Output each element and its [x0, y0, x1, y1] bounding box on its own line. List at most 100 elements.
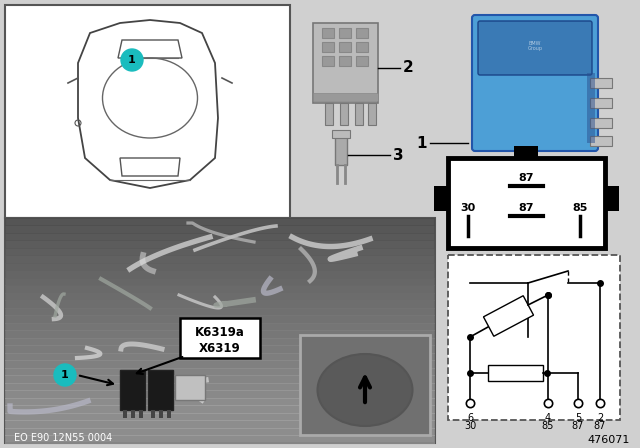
- Bar: [123, 410, 127, 418]
- Bar: [5, 405, 435, 414]
- Text: 1: 1: [417, 135, 427, 151]
- Bar: [180, 318, 260, 358]
- Text: 87: 87: [594, 421, 606, 431]
- Polygon shape: [78, 20, 218, 188]
- Text: 2: 2: [597, 413, 603, 423]
- Bar: [339, 42, 351, 52]
- Bar: [332, 130, 350, 138]
- Text: BMW
Group: BMW Group: [527, 41, 543, 52]
- Bar: [587, 73, 595, 143]
- Bar: [5, 263, 435, 271]
- Bar: [5, 301, 435, 309]
- Bar: [339, 56, 351, 66]
- Bar: [5, 255, 435, 264]
- Text: 1: 1: [128, 55, 136, 65]
- Bar: [5, 225, 435, 234]
- Text: 85: 85: [542, 421, 554, 431]
- Bar: [325, 103, 333, 125]
- Bar: [488, 365, 543, 381]
- Bar: [167, 410, 171, 418]
- Bar: [322, 42, 334, 52]
- Bar: [483, 296, 534, 336]
- Text: 87: 87: [518, 203, 534, 213]
- Bar: [434, 186, 448, 211]
- FancyBboxPatch shape: [472, 15, 598, 151]
- Bar: [5, 271, 435, 279]
- Bar: [5, 383, 435, 392]
- Bar: [590, 78, 612, 88]
- Bar: [5, 421, 435, 429]
- Bar: [5, 368, 435, 376]
- Bar: [5, 413, 435, 422]
- Bar: [368, 103, 376, 125]
- Bar: [5, 218, 435, 443]
- Bar: [335, 135, 347, 165]
- Bar: [120, 370, 145, 410]
- Bar: [356, 28, 368, 38]
- Bar: [590, 98, 612, 108]
- Bar: [148, 370, 173, 410]
- FancyBboxPatch shape: [478, 21, 592, 75]
- Text: 3: 3: [393, 147, 404, 163]
- Bar: [5, 5, 290, 218]
- Text: EO E90 12N55 0004: EO E90 12N55 0004: [14, 433, 112, 443]
- Bar: [300, 335, 430, 435]
- Bar: [5, 361, 435, 369]
- Bar: [590, 118, 612, 128]
- Bar: [139, 410, 143, 418]
- Text: 2: 2: [403, 60, 413, 76]
- Polygon shape: [120, 158, 180, 176]
- Polygon shape: [118, 40, 182, 58]
- Text: K6319a: K6319a: [195, 326, 245, 339]
- Bar: [131, 410, 135, 418]
- Bar: [356, 42, 368, 52]
- Bar: [5, 331, 435, 339]
- Bar: [5, 293, 435, 302]
- Text: 476071: 476071: [588, 435, 630, 445]
- Bar: [5, 338, 435, 346]
- Bar: [313, 93, 378, 101]
- Bar: [159, 410, 163, 418]
- Bar: [5, 218, 435, 227]
- Bar: [355, 103, 363, 125]
- Bar: [339, 28, 351, 38]
- Text: 87: 87: [572, 421, 584, 431]
- Text: X6319: X6319: [199, 341, 241, 354]
- Bar: [322, 56, 334, 66]
- Text: 87: 87: [518, 173, 534, 183]
- Bar: [5, 353, 435, 362]
- Text: 5: 5: [575, 413, 581, 423]
- Bar: [5, 241, 435, 249]
- Circle shape: [121, 49, 143, 71]
- Circle shape: [54, 364, 76, 386]
- Bar: [5, 391, 435, 399]
- Bar: [5, 323, 435, 332]
- Text: 6: 6: [467, 413, 473, 423]
- Bar: [151, 410, 155, 418]
- Bar: [448, 158, 605, 248]
- Bar: [5, 398, 435, 406]
- Bar: [5, 435, 435, 444]
- Text: 30: 30: [460, 203, 476, 213]
- Bar: [514, 146, 538, 158]
- Text: 4: 4: [545, 413, 551, 423]
- Bar: [5, 248, 435, 257]
- Bar: [340, 103, 348, 125]
- Text: 1: 1: [61, 370, 69, 380]
- Bar: [5, 278, 435, 287]
- Bar: [590, 136, 612, 146]
- Bar: [5, 428, 435, 436]
- Bar: [5, 285, 435, 294]
- Bar: [5, 308, 435, 316]
- Bar: [5, 315, 435, 324]
- Bar: [175, 375, 205, 400]
- Bar: [322, 28, 334, 38]
- Text: 85: 85: [572, 203, 588, 213]
- Bar: [356, 56, 368, 66]
- Bar: [605, 186, 619, 211]
- Bar: [313, 23, 378, 103]
- Bar: [5, 233, 435, 241]
- Bar: [448, 255, 620, 420]
- Bar: [5, 375, 435, 384]
- Ellipse shape: [317, 354, 413, 426]
